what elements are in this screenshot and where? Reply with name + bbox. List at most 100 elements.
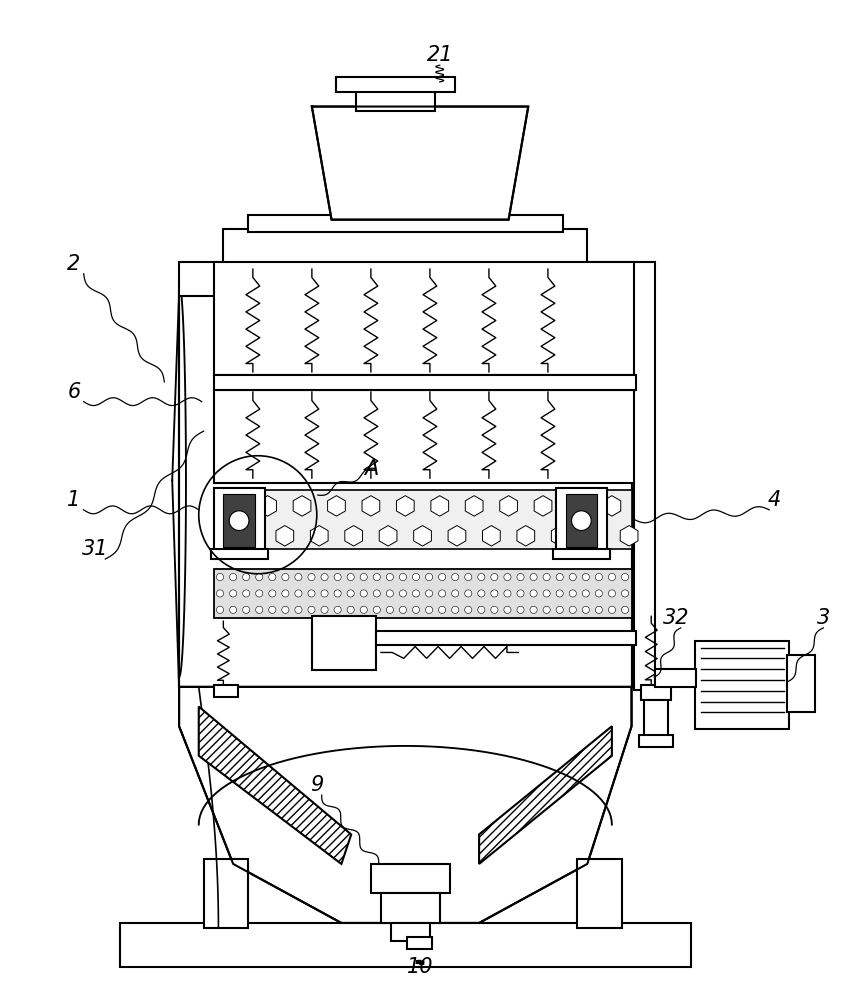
Circle shape — [282, 590, 289, 597]
Circle shape — [425, 573, 433, 581]
Bar — [213, 390, 637, 483]
Text: 1: 1 — [67, 490, 81, 510]
Bar — [695, 641, 789, 729]
Bar — [211, 549, 267, 559]
Circle shape — [374, 590, 380, 597]
Circle shape — [621, 573, 628, 581]
Circle shape — [413, 573, 419, 581]
Bar — [248, 215, 563, 232]
Circle shape — [334, 573, 341, 581]
Circle shape — [439, 590, 446, 597]
Circle shape — [464, 606, 472, 613]
Circle shape — [543, 606, 550, 613]
Circle shape — [269, 573, 276, 581]
Bar — [356, 87, 435, 111]
Circle shape — [269, 606, 276, 613]
Circle shape — [360, 606, 368, 613]
Bar — [577, 859, 621, 928]
Bar — [179, 262, 632, 296]
Text: 4: 4 — [767, 490, 781, 510]
Circle shape — [243, 606, 250, 613]
Circle shape — [503, 606, 511, 613]
Circle shape — [386, 606, 393, 613]
Circle shape — [229, 573, 237, 581]
Circle shape — [229, 511, 249, 530]
Circle shape — [452, 606, 458, 613]
Bar — [312, 616, 376, 670]
Circle shape — [216, 606, 223, 613]
Polygon shape — [199, 707, 351, 864]
Bar — [371, 864, 450, 893]
Circle shape — [347, 606, 354, 613]
Bar — [641, 685, 671, 700]
Bar — [639, 735, 673, 747]
Bar — [213, 490, 632, 549]
Circle shape — [503, 590, 511, 597]
Circle shape — [347, 590, 354, 597]
Bar — [223, 494, 255, 547]
Circle shape — [321, 606, 328, 613]
Circle shape — [216, 573, 223, 581]
Circle shape — [386, 573, 393, 581]
Circle shape — [478, 606, 485, 613]
Circle shape — [530, 606, 537, 613]
Circle shape — [609, 606, 616, 613]
Circle shape — [295, 606, 302, 613]
Circle shape — [621, 590, 628, 597]
Circle shape — [452, 590, 458, 597]
Circle shape — [517, 606, 524, 613]
Circle shape — [425, 606, 433, 613]
Circle shape — [229, 606, 237, 613]
Circle shape — [478, 590, 485, 597]
Circle shape — [256, 573, 263, 581]
Bar — [213, 375, 637, 390]
Bar — [213, 488, 265, 553]
Circle shape — [256, 606, 263, 613]
Circle shape — [491, 590, 498, 597]
Circle shape — [321, 573, 328, 581]
Circle shape — [399, 590, 407, 597]
Circle shape — [543, 590, 550, 597]
Circle shape — [464, 573, 472, 581]
Circle shape — [478, 573, 485, 581]
Bar — [213, 569, 632, 618]
Text: A: A — [363, 459, 378, 479]
Circle shape — [595, 606, 603, 613]
Circle shape — [569, 573, 576, 581]
Circle shape — [295, 573, 302, 581]
Circle shape — [439, 573, 446, 581]
Circle shape — [569, 590, 576, 597]
Polygon shape — [179, 687, 632, 923]
Circle shape — [464, 590, 472, 597]
Circle shape — [282, 606, 289, 613]
Circle shape — [582, 606, 589, 613]
Circle shape — [269, 590, 276, 597]
Circle shape — [556, 590, 563, 597]
Circle shape — [243, 573, 250, 581]
Text: 10: 10 — [407, 957, 433, 977]
Text: 21: 21 — [426, 45, 453, 65]
Circle shape — [595, 573, 603, 581]
Circle shape — [491, 606, 498, 613]
Circle shape — [295, 590, 302, 597]
Circle shape — [556, 573, 563, 581]
Text: 3: 3 — [817, 608, 830, 628]
Circle shape — [517, 590, 524, 597]
Bar — [179, 293, 632, 687]
Circle shape — [517, 573, 524, 581]
Circle shape — [609, 590, 616, 597]
Circle shape — [595, 590, 603, 597]
Circle shape — [229, 590, 237, 597]
Circle shape — [256, 590, 263, 597]
Bar — [120, 923, 690, 967]
Bar — [213, 262, 637, 375]
Circle shape — [216, 590, 223, 597]
Circle shape — [582, 590, 589, 597]
Circle shape — [530, 573, 537, 581]
Circle shape — [334, 606, 341, 613]
Circle shape — [491, 573, 498, 581]
Circle shape — [399, 606, 407, 613]
Circle shape — [374, 573, 380, 581]
Circle shape — [452, 573, 458, 581]
Circle shape — [399, 573, 407, 581]
